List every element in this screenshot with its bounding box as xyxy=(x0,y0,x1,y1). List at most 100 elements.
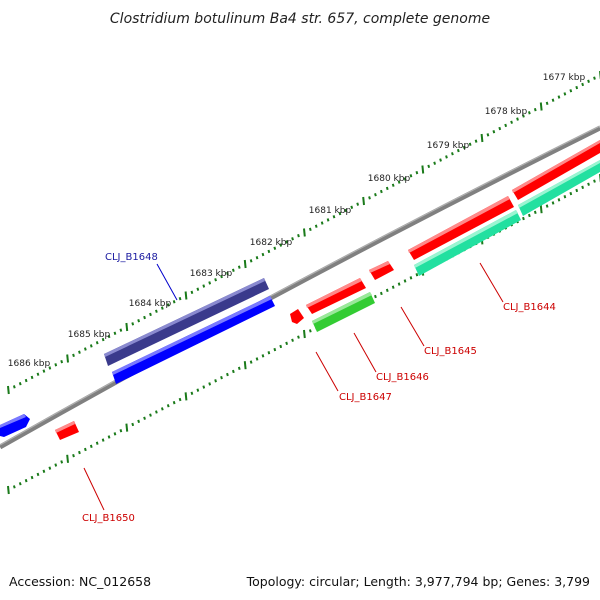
gene-1650-blue[interactable] xyxy=(0,414,30,437)
outer-ruler-minor-tick xyxy=(368,196,371,200)
outer-ruler-minor-tick xyxy=(314,224,318,228)
gene-label-1644[interactable]: CLJ_B1644 xyxy=(503,302,556,313)
inner-ruler-minor-tick xyxy=(522,216,525,221)
inner-ruler-minor-tick xyxy=(587,182,590,186)
gene-1647-red[interactable] xyxy=(290,309,304,324)
outer-ruler-minor-tick xyxy=(409,174,413,178)
inner-ruler-minor-tick xyxy=(285,341,289,346)
outer-ruler-minor-tick xyxy=(273,246,277,250)
gene-1648-blue[interactable] xyxy=(112,296,275,384)
inner-ruler-minor-tick xyxy=(190,391,194,395)
inner-ruler-minor-tick xyxy=(36,472,40,477)
outer-ruler-minor-tick xyxy=(326,218,330,222)
inner-ruler-minor-tick xyxy=(226,372,229,377)
gene-1647-green[interactable] xyxy=(312,292,375,332)
outer-ruler-minor-tick xyxy=(267,249,271,254)
accession-text: Accession: NC_012658 xyxy=(9,574,151,589)
outer-ruler-major-tick xyxy=(362,196,365,206)
outer-ruler-major-tick xyxy=(125,322,129,332)
gene-1644-red-b[interactable] xyxy=(512,140,600,200)
outer-ruler-minor-tick xyxy=(451,152,454,156)
inner-ruler-minor-tick xyxy=(291,338,294,342)
kbp-label-1680: 1680 kbp xyxy=(368,174,411,184)
outer-ruler-minor-tick xyxy=(119,328,123,332)
inner-ruler-major-tick xyxy=(7,485,10,495)
inner-ruler-minor-tick xyxy=(60,460,64,464)
inner-ruler-minor-tick xyxy=(202,385,206,389)
outer-ruler-major-tick xyxy=(421,165,425,174)
inner-ruler-minor-tick xyxy=(267,351,271,355)
outer-ruler-minor-tick xyxy=(78,350,81,354)
outer-ruler-major-tick xyxy=(243,259,247,269)
genome-summary-text: Topology: circular; Length: 3,977,794 bp… xyxy=(246,574,590,589)
outer-ruler-minor-tick xyxy=(178,296,182,301)
outer-ruler-minor-tick xyxy=(385,186,389,191)
inner-ruler-minor-tick xyxy=(83,447,87,452)
outer-ruler-minor-tick xyxy=(30,375,34,380)
gene-1644-teal-b[interactable] xyxy=(518,160,600,216)
outer-kbp-ruler xyxy=(7,71,600,395)
gene-1648-darkblue[interactable] xyxy=(104,278,269,366)
outer-ruler-minor-tick xyxy=(255,256,259,260)
inner-ruler-minor-tick xyxy=(95,441,99,445)
outer-ruler-minor-tick xyxy=(231,268,235,272)
leader-lines xyxy=(83,262,504,511)
outer-ruler-minor-tick xyxy=(356,202,360,206)
gene-label-1646[interactable]: CLJ_B1646 xyxy=(376,372,429,383)
outer-ruler-minor-tick xyxy=(190,290,194,295)
inner-ruler-minor-tick xyxy=(569,191,573,196)
gene-label-1645[interactable]: CLJ_B1645 xyxy=(424,346,477,357)
inner-ruler-minor-tick xyxy=(30,475,34,480)
outer-ruler-minor-tick xyxy=(95,341,99,345)
outer-ruler-minor-tick xyxy=(101,337,105,342)
outer-ruler-minor-tick xyxy=(54,363,58,367)
kbp-label-1681: 1681 kbp xyxy=(309,206,352,216)
kbp-label-1685: 1685 kbp xyxy=(68,330,111,340)
inner-ruler-minor-tick xyxy=(172,400,176,405)
gene-label-1648[interactable]: CLJ_B1648 xyxy=(105,252,158,263)
gene-1644-teal-a[interactable] xyxy=(414,210,521,276)
inner-ruler-minor-tick xyxy=(231,369,235,374)
outer-ruler-minor-tick xyxy=(445,155,448,159)
inner-ruler-minor-tick xyxy=(107,435,111,439)
inner-ruler-minor-tick xyxy=(208,382,212,386)
inner-ruler-minor-tick xyxy=(557,198,561,202)
outer-ruler-minor-tick xyxy=(545,101,549,106)
inner-ruler-minor-tick xyxy=(119,429,123,433)
inner-ruler-minor-tick xyxy=(563,195,567,199)
outer-ruler-minor-tick xyxy=(498,126,502,131)
leader-1648 xyxy=(156,263,178,301)
gene-label-1650[interactable]: CLJ_B1650 xyxy=(82,513,135,524)
outer-ruler-minor-tick xyxy=(42,369,46,373)
gene-label-1647[interactable]: CLJ_B1647 xyxy=(339,392,392,403)
inner-ruler-minor-tick xyxy=(160,407,164,411)
outer-ruler-minor-tick xyxy=(107,334,111,339)
outer-ruler-minor-tick xyxy=(379,189,383,194)
outer-ruler-minor-tick xyxy=(374,193,377,197)
outer-ruler-minor-tick xyxy=(415,170,419,175)
outer-ruler-minor-tick xyxy=(391,183,395,187)
leader-1644 xyxy=(479,262,504,303)
outer-ruler-minor-tick xyxy=(320,221,324,225)
outer-ruler-minor-tick xyxy=(533,107,537,112)
gene-1644-red-a[interactable] xyxy=(408,196,514,260)
inner-ruler-minor-tick xyxy=(551,201,555,205)
kbp-label-1679: 1679 kbp xyxy=(427,141,470,151)
inner-ruler-major-tick xyxy=(243,361,247,370)
outer-ruler-major-tick xyxy=(539,102,543,111)
outer-ruler-minor-tick xyxy=(551,98,555,102)
outer-ruler-minor-tick xyxy=(350,205,354,209)
gene-1645-red[interactable] xyxy=(369,261,394,280)
inner-ruler-minor-tick xyxy=(545,204,549,208)
map-title: Clostridium botulinum Ba4 str. 657, comp… xyxy=(110,11,490,27)
outer-ruler-minor-tick xyxy=(291,237,294,241)
outer-ruler-minor-tick xyxy=(581,82,585,87)
gene-1646-red[interactable] xyxy=(306,278,366,314)
outer-ruler-minor-tick xyxy=(202,284,206,288)
inner-ruler-minor-tick xyxy=(12,485,16,489)
outer-ruler-minor-tick xyxy=(587,79,590,83)
inner-ruler-minor-tick xyxy=(308,329,312,333)
inner-ruler-minor-tick xyxy=(78,450,81,455)
gene-red-small-left[interactable] xyxy=(55,421,79,440)
outer-ruler-minor-tick xyxy=(166,303,170,307)
